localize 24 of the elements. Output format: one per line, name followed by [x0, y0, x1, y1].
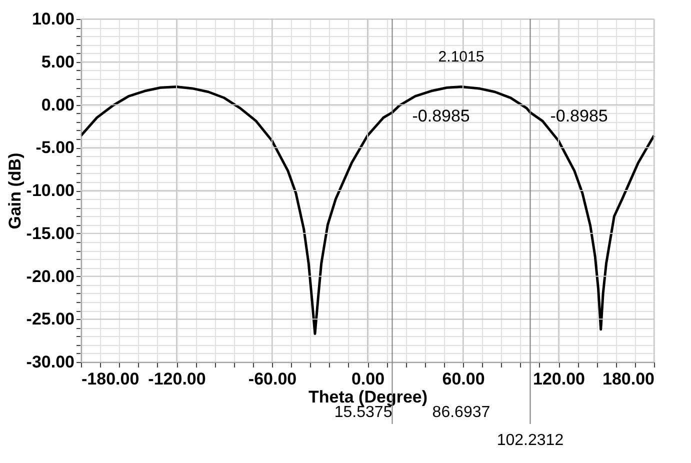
x-tick-label: -120.00 [148, 370, 206, 388]
annotation: -0.8985 [550, 106, 608, 126]
ref-line-label: 102.2312 [496, 432, 564, 449]
y-tick-label: -5.00 [36, 138, 74, 158]
line-series [80, 85, 656, 335]
y-tick-label: -10.00 [26, 181, 74, 200]
annotation: -0.8985 [412, 106, 470, 126]
y-axis-title: Gain (dB) [5, 152, 24, 230]
annotation: 2.1015 [438, 48, 484, 66]
x-tick-label: 60.00 [442, 370, 485, 388]
y-tick-label: 0.00 [41, 95, 74, 114]
x-tick-label: -180.00 [82, 370, 140, 388]
x-tick-label: 180.00 [602, 370, 654, 388]
y-tick-label: -25.00 [26, 310, 74, 329]
y-tick-label: -15.00 [26, 224, 74, 243]
y-tick-label: -20.00 [26, 266, 74, 286]
y-tick-label: 10.00 [32, 10, 74, 28]
text: 86.6937 [432, 404, 490, 421]
y-tick-label: 5.00 [41, 52, 74, 72]
y-tick-label: -30.00 [26, 352, 74, 372]
x-axis-title: Theta (Degree) [308, 388, 428, 406]
x-tick-label: 120.00 [533, 370, 585, 388]
x-tick-label: -60.00 [248, 370, 297, 388]
x-tick-label: 0.00 [351, 370, 385, 388]
